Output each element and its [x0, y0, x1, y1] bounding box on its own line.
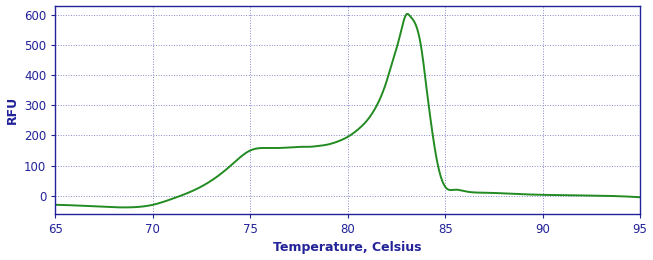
- Y-axis label: RFU: RFU: [6, 96, 18, 124]
- X-axis label: Temperature, Celsius: Temperature, Celsius: [274, 242, 422, 255]
